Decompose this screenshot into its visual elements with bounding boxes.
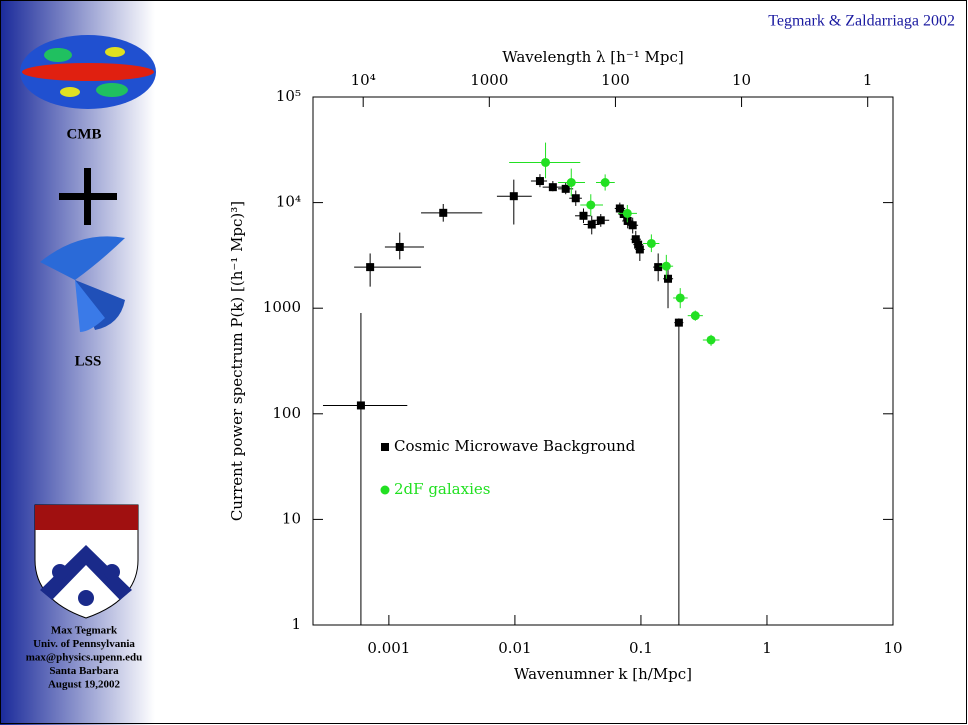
footer-line: Univ. of Pennsylvania [33,638,135,650]
data-point [566,178,576,188]
data-point [366,263,375,272]
data-point [586,200,596,210]
y-axis-title: Current power spectrum P(k) [(h⁻¹ Mpc)³] [228,201,246,521]
data-point [635,245,644,254]
survey-cone [40,236,125,332]
data-point [395,242,404,251]
y-tick-label: 10⁵ [276,87,301,105]
y-tick-label: 100 [272,404,301,422]
y-tick-label: 10⁴ [276,193,301,211]
cmb-label: CMB [67,126,102,142]
x2-tick-label: 100 [601,71,630,89]
data-point [600,178,610,188]
data-point [675,293,685,303]
data-point [674,318,683,327]
legend-marker [380,485,390,495]
x2-tick-label: 10⁴ [351,71,376,89]
y-tick-label: 10 [282,509,301,527]
data-point [596,216,605,225]
footer-line: August 19,2002 [48,679,121,691]
x-tick-label: 1 [762,639,772,657]
data-point [615,204,624,213]
data-point [622,208,632,218]
x2-tick-label: 10 [732,71,751,89]
x2-tick-label: 1000 [470,71,508,89]
data-point [690,311,700,321]
data-point [579,211,588,220]
data-point [571,194,580,203]
x2-axis-title: Wavelength λ [h⁻¹ Mpc] [502,48,684,66]
data-point [561,184,570,193]
legend-label: 2dF galaxies [394,480,490,498]
credit: Tegmark & Zaldarriaga 2002 [768,13,955,30]
data-point [535,177,544,186]
cmb-map [20,35,156,109]
data-point [646,238,656,248]
plot-frame [312,96,894,626]
legend-marker [381,443,389,451]
y-tick-label: 1000 [263,298,301,316]
data-point [509,192,518,201]
data-point [628,221,637,230]
x-tick-label: 0.001 [367,639,410,657]
x-axis-title: Wavenumner k [h/Mpc] [514,665,692,683]
lss-label: LSS [75,353,102,369]
footer-line: max@physics.upenn.edu [26,652,143,664]
legend-label: Cosmic Microwave Background [394,437,636,455]
data-point [661,261,671,271]
penn-shield [34,504,139,619]
data-point [631,235,640,244]
y-tick-label: 1 [291,615,301,633]
footer-line: Santa Barbara [49,665,119,677]
x-tick-label: 0.1 [629,639,653,657]
footer-line: Max Tegmark [51,625,118,637]
data-point [541,157,551,167]
data-point [654,263,663,272]
data-point [634,240,643,249]
data-point [439,208,448,217]
plus-sign [59,168,117,225]
x-tick-label: 10 [883,639,902,657]
data-point [356,401,365,410]
data-point [706,335,716,345]
x2-tick-label: 1 [863,71,873,89]
data-point [664,274,673,283]
data-point [548,183,557,192]
x-tick-label: 0.01 [498,639,531,657]
data-point [587,220,596,229]
